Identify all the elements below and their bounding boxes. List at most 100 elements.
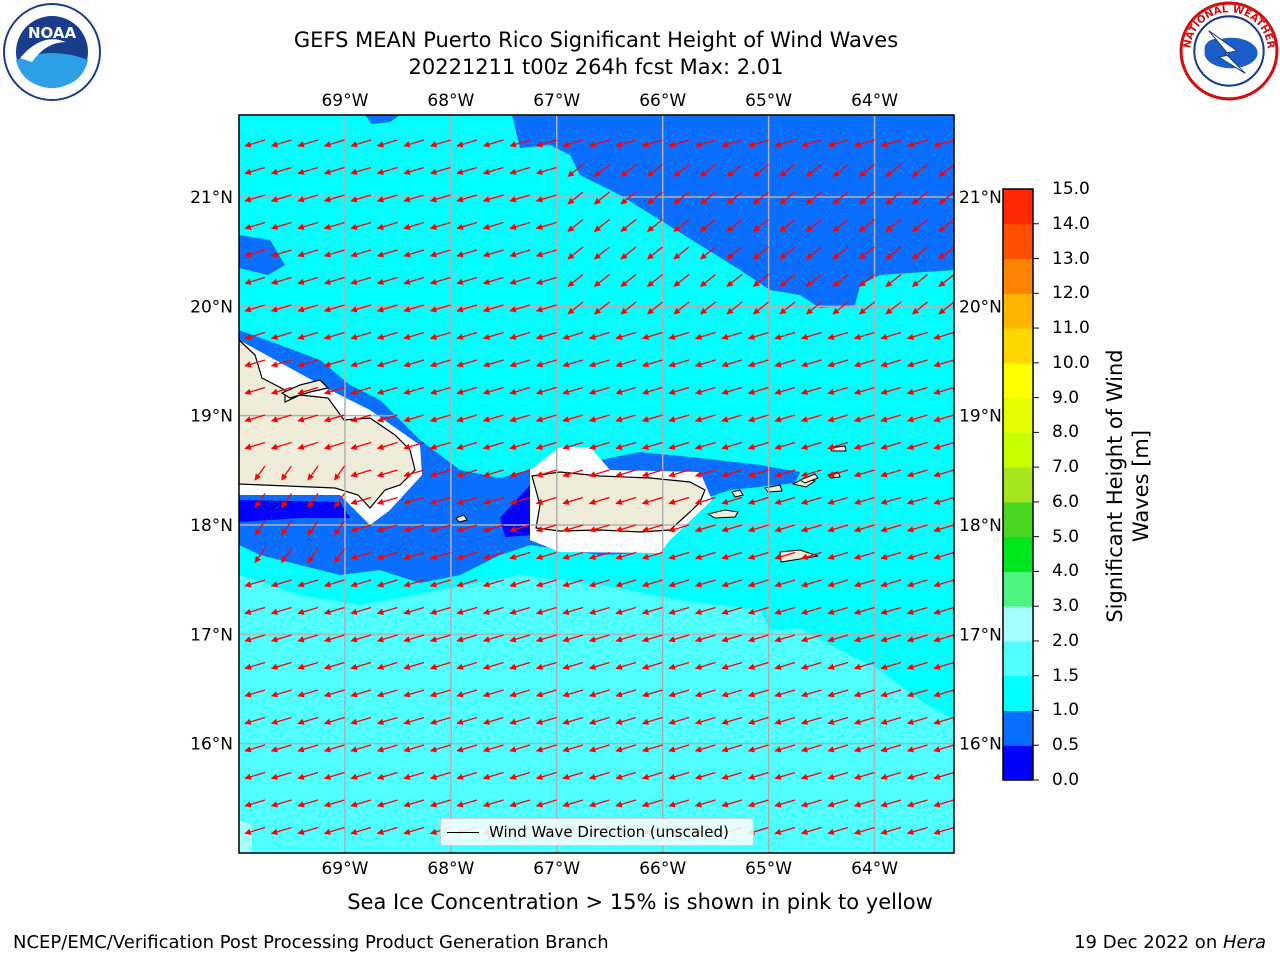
wave-direction-arrow <box>376 496 398 505</box>
lat-label-right: 19°N <box>959 407 1002 427</box>
wave-direction-arrow <box>827 331 849 340</box>
wave-direction-arrow <box>805 191 822 205</box>
wave-direction-arrow <box>641 606 663 615</box>
wave-direction-arrow <box>853 496 875 505</box>
wave-direction-arrow <box>562 414 584 423</box>
wave-direction-arrow <box>938 273 954 288</box>
wave-direction-arrow <box>535 606 557 615</box>
wave-direction-arrow <box>270 194 292 203</box>
wave-direction-arrow <box>297 139 319 148</box>
wave-direction-arrow <box>323 276 345 285</box>
wave-direction-arrow <box>668 579 690 588</box>
wave-direction-arrow <box>244 441 266 450</box>
wave-direction-arrow <box>456 139 478 148</box>
wave-direction-arrow <box>699 218 716 233</box>
footer-date-text: 19 Dec 2022 on <box>1074 932 1223 953</box>
wave-direction-arrow <box>509 771 531 780</box>
wave-direction-arrow <box>562 661 584 670</box>
wave-direction-arrow <box>827 716 849 725</box>
wave-direction-arrow <box>403 304 425 313</box>
wave-direction-arrow <box>376 359 398 368</box>
wave-direction-arrow <box>858 191 875 205</box>
wave-direction-arrow <box>244 689 266 698</box>
wave-direction-arrow <box>244 744 266 753</box>
colorbar-segment <box>1003 223 1033 260</box>
wave-direction-arrow <box>694 661 716 670</box>
wave-direction-arrow <box>376 744 398 753</box>
wave-direction-arrow <box>456 441 478 450</box>
wave-direction-arrow <box>615 606 637 615</box>
wave-direction-arrow <box>588 744 610 753</box>
wave-direction-arrow <box>615 551 637 560</box>
wave-direction-arrow <box>456 524 478 533</box>
sea-field-0p5-1p0-nw <box>239 235 285 275</box>
wave-direction-arrow <box>350 166 372 175</box>
wave-direction-arrow <box>694 414 716 423</box>
wave-direction-arrow <box>376 771 398 780</box>
wind-wave-direction-arrows <box>244 139 954 835</box>
wave-direction-arrow <box>456 496 478 505</box>
wave-direction-arrow <box>827 606 849 615</box>
wave-direction-arrow <box>694 799 716 808</box>
wave-direction-arrow <box>805 273 822 288</box>
wave-direction-arrow <box>668 331 690 340</box>
colorbar-segment <box>1003 397 1033 433</box>
wave-direction-arrow <box>832 163 849 178</box>
wave-direction-arrow <box>323 166 345 175</box>
wave-direction-arrow <box>588 716 610 725</box>
wave-direction-arrow <box>403 799 425 808</box>
wave-direction-arrow <box>403 194 425 203</box>
wave-direction-arrow <box>562 579 584 588</box>
wave-direction-arrow <box>832 218 849 233</box>
wave-direction-arrow <box>774 661 796 670</box>
wave-direction-arrow <box>827 661 849 670</box>
wave-direction-arrow <box>752 191 769 205</box>
wave-direction-arrow <box>350 304 372 313</box>
wave-direction-arrow <box>668 606 690 615</box>
wave-direction-arrow <box>853 331 875 340</box>
wave-direction-arrow <box>800 661 822 670</box>
wave-direction-arrow <box>853 579 875 588</box>
wave-direction-arrow <box>323 606 345 615</box>
wave-direction-arrow <box>376 304 398 313</box>
wave-direction-arrow <box>535 139 557 148</box>
wave-direction-arrow <box>694 386 716 395</box>
wave-direction-arrow <box>535 579 557 588</box>
wave-direction-arrow <box>509 496 531 505</box>
wave-direction-arrow <box>456 166 478 175</box>
wave-direction-arrow <box>456 606 478 615</box>
wave-direction-arrow <box>482 689 504 698</box>
wave-direction-arrow <box>509 744 531 753</box>
land-mona <box>455 514 468 523</box>
wave-direction-arrow <box>244 386 266 395</box>
wave-direction-arrow <box>376 689 398 698</box>
wave-direction-arrow <box>933 551 954 560</box>
wave-direction-arrow <box>509 524 531 533</box>
wave-direction-arrow <box>429 139 451 148</box>
wave-direction-arrow <box>880 771 902 780</box>
wave-direction-arrow <box>244 304 266 313</box>
wave-direction-arrow <box>280 520 293 536</box>
wave-direction-arrow <box>641 359 663 368</box>
wave-direction-arrow <box>593 218 610 233</box>
wave-direction-arrow <box>588 771 610 780</box>
wave-direction-arrow <box>270 386 292 395</box>
wave-direction-arrow <box>593 191 610 205</box>
wave-direction-arrow <box>323 744 345 753</box>
wave-direction-arrow <box>244 139 266 148</box>
wave-direction-arrow <box>858 163 875 178</box>
wave-direction-arrow <box>509 276 531 285</box>
wave-direction-arrow <box>482 744 504 753</box>
wave-direction-arrow <box>800 826 822 835</box>
wave-direction-arrow <box>429 276 451 285</box>
wave-direction-arrow <box>747 606 769 615</box>
colorbar-segment <box>1003 571 1033 607</box>
wave-direction-arrow <box>482 414 504 423</box>
wave-direction-arrow <box>721 744 743 753</box>
wave-direction-arrow <box>880 661 902 670</box>
wave-direction-arrow <box>509 221 531 230</box>
wave-direction-arrow <box>376 606 398 615</box>
wave-direction-arrow <box>456 634 478 643</box>
colorbar-segment <box>1003 501 1033 538</box>
wave-direction-arrow <box>297 221 319 230</box>
